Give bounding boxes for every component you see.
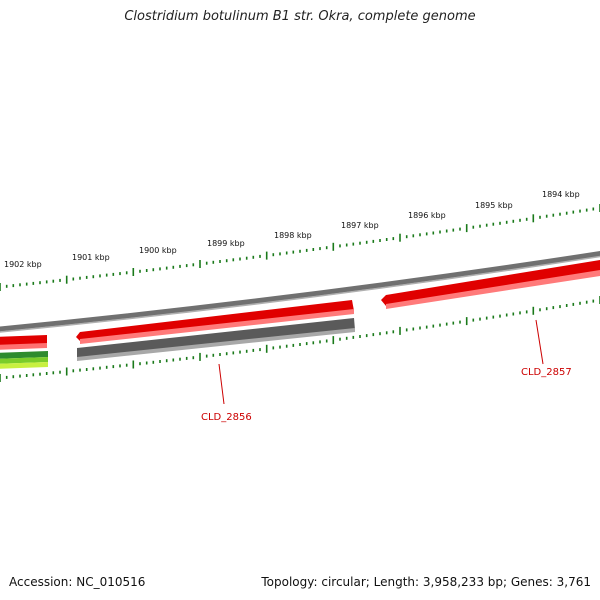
gene-label-cld2857: CLD_2857: [521, 367, 572, 378]
genome-backbone: [0, 251, 600, 333]
kbp-label-1902: 1902 kbp: [4, 260, 42, 269]
reverse-genes: [77, 318, 355, 361]
reverse-gene-cld2856: [77, 318, 355, 358]
forward-gene-cld2857: [381, 260, 600, 306]
kbp-labels: 1902 kbp 1901 kbp 1900 kbp 1899 kbp 1898…: [4, 190, 580, 269]
gc-bands: [0, 351, 48, 369]
forward-genes: [0, 260, 600, 350]
kbp-label-1901: 1901 kbp: [72, 253, 110, 262]
gene-label-connectors: [218, 319, 544, 405]
kbp-label-1894: 1894 kbp: [542, 190, 580, 199]
outer-tick-ring: [0, 204, 600, 291]
gene-label-cld2856: CLD_2856: [201, 412, 252, 423]
kbp-label-1897: 1897 kbp: [341, 221, 379, 230]
kbp-label-1896: 1896 kbp: [408, 211, 446, 220]
kbp-label-1900: 1900 kbp: [139, 246, 177, 255]
genome-summary-text: Topology: circular; Length: 3,958,233 bp…: [261, 575, 591, 589]
inner-tick-ring: [0, 296, 600, 382]
kbp-label-1895: 1895 kbp: [475, 201, 513, 210]
map-title: Clostridium botulinum B1 str. Okra, comp…: [124, 9, 476, 24]
kbp-label-1898: 1898 kbp: [274, 231, 312, 240]
kbp-label-1899: 1899 kbp: [207, 239, 245, 248]
accession-text: Accession: NC_010516: [9, 575, 146, 589]
forward-gene-cld2856-upper: [76, 300, 354, 341]
